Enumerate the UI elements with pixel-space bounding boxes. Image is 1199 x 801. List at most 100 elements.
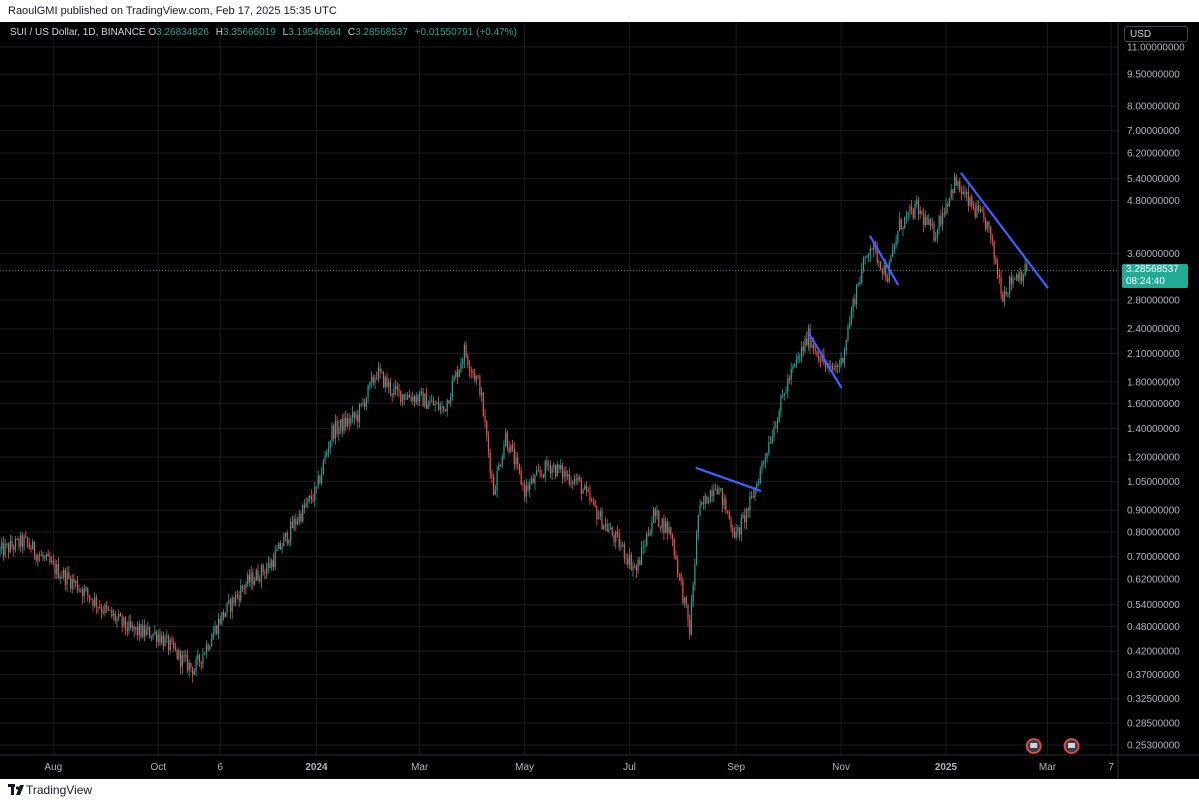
candle-body <box>482 392 484 416</box>
candle-body <box>1005 291 1007 295</box>
tradingview-brand[interactable]: TradingView <box>26 783 93 797</box>
candle-body <box>923 213 925 226</box>
time-axis-label: Jul <box>623 762 636 773</box>
candle-body <box>892 249 894 257</box>
candle-body <box>97 607 99 609</box>
candle-body <box>558 464 560 470</box>
candle-body <box>780 395 782 412</box>
time-axis-label: Oct <box>150 762 166 773</box>
candle-body <box>907 212 909 216</box>
candle-body <box>696 533 698 565</box>
candle-body <box>909 207 911 213</box>
candle-body <box>699 504 701 516</box>
candle-body <box>312 499 314 501</box>
candle-body <box>407 395 409 399</box>
candle-body <box>572 482 574 484</box>
candle-body <box>825 362 827 367</box>
candle-body <box>766 453 768 458</box>
candle-body <box>44 557 46 559</box>
time-axis-label: 2024 <box>305 762 328 773</box>
candle-body <box>259 580 261 582</box>
candle-body <box>988 221 990 227</box>
candle-body <box>424 393 426 407</box>
price-axis-label: 0.90000000 <box>1127 506 1180 517</box>
candle-body <box>83 588 85 597</box>
candle-body <box>635 566 637 571</box>
candle-body <box>190 662 192 668</box>
symbol-name[interactable]: SUI / US Dollar, 1D, BINANCE <box>10 27 146 38</box>
price-axis-label: 0.42000000 <box>1127 647 1180 658</box>
candle-body <box>112 613 115 616</box>
candle-body <box>11 541 13 547</box>
candle-body <box>496 470 498 491</box>
candle-body <box>620 545 622 548</box>
candle-body <box>646 533 648 546</box>
candle-body <box>639 559 641 565</box>
candle-body <box>28 543 30 548</box>
candle-body <box>978 204 980 212</box>
candle-body <box>309 495 311 499</box>
candle-body <box>568 474 570 484</box>
candle-body <box>456 371 459 377</box>
candle-body <box>479 377 481 395</box>
candle-body <box>444 409 447 412</box>
candle-body <box>584 485 586 490</box>
high-value: 3.35666019 <box>223 27 276 38</box>
candle-body <box>266 567 268 574</box>
candle-body <box>255 570 257 581</box>
currency-selector[interactable]: USD <box>1124 26 1188 42</box>
candle-body <box>647 533 650 535</box>
candle-body <box>778 411 780 422</box>
candle-body <box>247 574 249 585</box>
candle-body <box>539 470 541 474</box>
candle-body <box>388 382 390 387</box>
candle-body <box>233 597 235 604</box>
candle-body <box>274 551 276 567</box>
time-axis-label: 6 <box>217 762 223 773</box>
candle-body <box>51 561 53 563</box>
chart-area[interactable]: 11.00000000 9.50000000 8.00000000 7.0000000… <box>0 22 1199 779</box>
candle-body <box>92 599 94 606</box>
price-axis-label: 8.00000000 <box>1127 101 1180 112</box>
candle-body <box>180 650 182 667</box>
candle-body <box>90 598 92 600</box>
candle-body <box>279 542 281 550</box>
candle-body <box>360 403 362 405</box>
candle-body <box>317 475 319 487</box>
candle-body <box>1015 274 1018 279</box>
candle-body <box>933 224 935 241</box>
candle-body <box>797 356 799 360</box>
candle-body <box>756 483 758 488</box>
candle-body <box>964 192 966 195</box>
candle-body <box>704 495 706 504</box>
candlestick-chart[interactable]: 11.00000000 9.50000000 8.00000000 7.0000000… <box>0 22 1199 779</box>
candle-body <box>818 355 820 362</box>
candle-body <box>278 542 280 550</box>
candle-body <box>226 602 228 613</box>
candle-body <box>147 627 149 630</box>
candle-body <box>458 369 460 377</box>
last-price-tag: 3.28568537 08:24:40 <box>1122 264 1188 288</box>
candle-body <box>295 519 297 525</box>
candle-body <box>795 359 797 364</box>
candle-body <box>4 543 6 556</box>
candle-body <box>716 489 718 495</box>
candle-body <box>157 634 159 642</box>
price-axis-label: 0.54000000 <box>1127 600 1180 611</box>
trendline <box>695 466 762 492</box>
candle-body <box>389 382 392 394</box>
candle-body <box>417 395 419 402</box>
candle-body <box>885 264 887 279</box>
candle-body <box>52 561 54 563</box>
candle-body <box>453 377 455 382</box>
candle-body <box>130 621 132 628</box>
candle-body <box>64 570 66 585</box>
candle-body <box>152 633 154 638</box>
candle-body <box>229 599 232 612</box>
candle-body <box>518 463 521 471</box>
candle-body <box>864 257 866 259</box>
candle-body <box>941 213 944 225</box>
candle-body <box>890 256 892 263</box>
candle-body <box>386 377 388 387</box>
candle-body <box>1017 274 1019 282</box>
